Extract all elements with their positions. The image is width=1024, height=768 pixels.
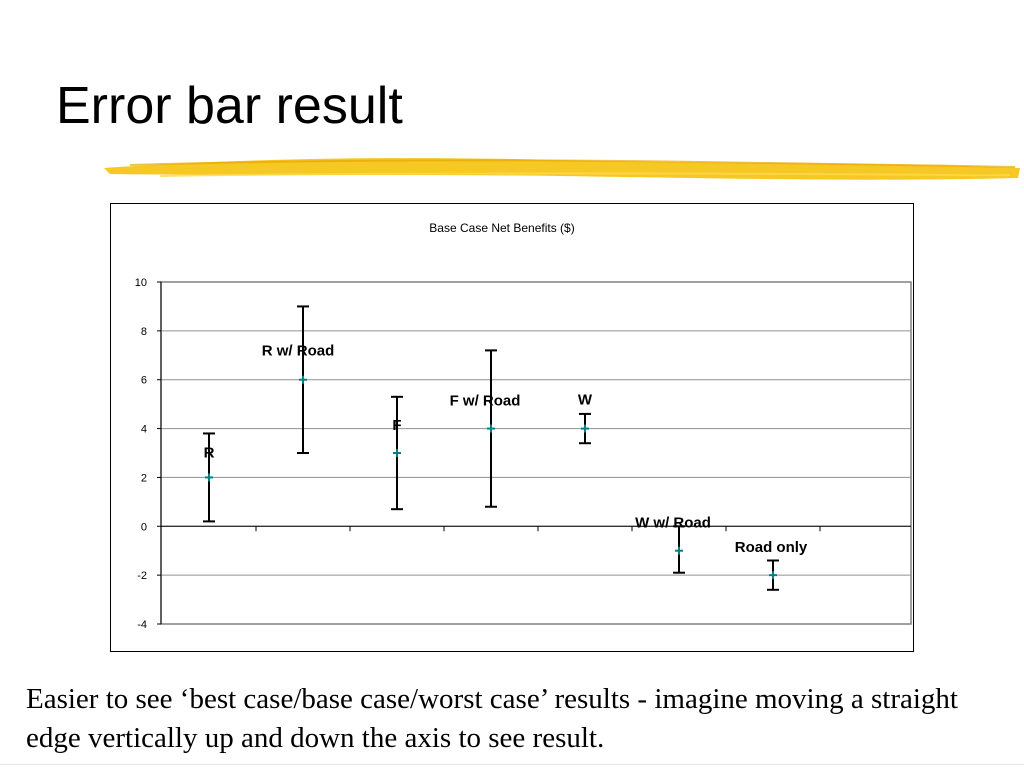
y-tick-label: -4 [137,619,147,631]
slide-caption: Easier to see ‘best case/base case/worst… [26,683,958,754]
plot-area [160,281,912,625]
data-label: W w/ Road [635,515,711,532]
chart-frame: Base Case Net Benefits ($) -4 -2 0 2 4 6 8 10 R R… [110,203,914,652]
y-tick-label: 4 [141,424,147,436]
y-tick-label: 8 [141,326,147,338]
y-tick-label: 0 [141,521,147,533]
data-label: W [578,392,593,409]
error-bar-chart: Base Case Net Benefits ($) -4 -2 0 2 4 6 8 10 R R… [135,221,912,631]
y-tick-label: -2 [137,570,147,582]
data-label: R w/ Road [262,343,335,360]
y-tick-label: 2 [141,472,147,484]
y-tick-label: 6 [141,375,147,387]
bottom-divider [0,764,1024,765]
data-label: Road only [735,539,808,556]
chart-title: Base Case Net Benefits ($) [429,221,574,235]
data-label: F w/ Road [450,393,521,410]
data-label: R [204,444,215,461]
data-label: F [392,417,401,434]
highlighter-underline [104,158,1020,180]
slide-title: Error bar result [56,77,403,135]
y-tick-label: 10 [135,277,147,289]
